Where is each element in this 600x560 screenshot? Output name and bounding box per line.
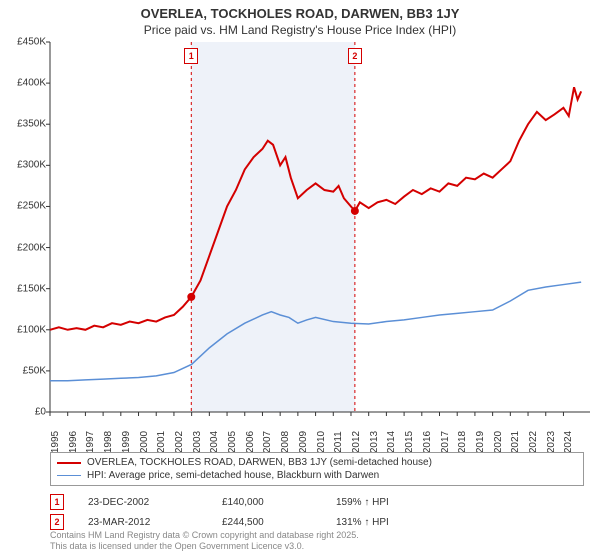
x-tick-label: 2023: [546, 431, 557, 453]
x-tick-label: 2009: [298, 431, 309, 453]
x-tick-label: 2000: [139, 431, 150, 453]
legend-swatch: [57, 475, 81, 477]
plot-svg: [50, 42, 590, 412]
sale-row: 1 23-DEC-2002 £140,000 159% ↑ HPI: [50, 492, 584, 512]
sale-row: 2 23-MAR-2012 £244,500 131% ↑ HPI: [50, 512, 584, 532]
x-tick-label: 1995: [50, 431, 61, 453]
sale-marker: 2: [348, 48, 362, 64]
x-tick-label: 2011: [333, 431, 344, 453]
legend: OVERLEA, TOCKHOLES ROAD, DARWEN, BB3 1JY…: [50, 452, 584, 486]
x-tick-label: 2022: [528, 431, 539, 453]
legend-label: HPI: Average price, semi-detached house,…: [87, 470, 379, 481]
sale-price: £140,000: [222, 497, 312, 508]
y-tick-label: £200K: [17, 242, 46, 253]
x-tick-label: 2017: [440, 431, 451, 453]
y-tick-label: £0: [35, 407, 46, 418]
x-axis-labels: 1995 1996 1997 1998 1999 2000 2001 2002 2003 2004…: [50, 414, 590, 454]
x-tick-label: 2005: [227, 431, 238, 453]
x-tick-label: 2008: [280, 431, 291, 453]
legend-row: OVERLEA, TOCKHOLES ROAD, DARWEN, BB3 1JY…: [57, 456, 577, 469]
footnote: Contains HM Land Registry data © Crown c…: [50, 530, 359, 553]
x-tick-label: 2019: [475, 431, 486, 453]
y-tick-label: £150K: [17, 283, 46, 294]
y-tick-label: £250K: [17, 201, 46, 212]
plot-area: 12: [50, 42, 590, 412]
sale-vs-hpi: 159% ↑ HPI: [336, 497, 389, 508]
sale-vs-hpi: 131% ↑ HPI: [336, 517, 389, 528]
chart-container: OVERLEA, TOCKHOLES ROAD, DARWEN, BB3 1JY…: [0, 0, 600, 560]
x-tick-label: 2006: [245, 431, 256, 453]
x-tick-label: 2003: [192, 431, 203, 453]
sale-index-box: 1: [50, 494, 64, 510]
y-tick-label: £100K: [17, 324, 46, 335]
sale-marker: 1: [184, 48, 198, 64]
sale-index-box: 2: [50, 514, 64, 530]
x-tick-label: 2002: [174, 431, 185, 453]
chart-title: OVERLEA, TOCKHOLES ROAD, DARWEN, BB3 1JY: [0, 0, 600, 21]
y-tick-label: £450K: [17, 37, 46, 48]
x-tick-label: 1997: [85, 431, 96, 453]
x-tick-label: 1999: [121, 431, 132, 453]
sales-table: 1 23-DEC-2002 £140,000 159% ↑ HPI 2 23-MAR-20…: [50, 492, 584, 532]
x-tick-label: 2007: [262, 431, 273, 453]
y-tick-label: £350K: [17, 119, 46, 130]
x-tick-label: 2014: [386, 431, 397, 453]
x-tick-label: 2001: [156, 431, 167, 453]
x-tick-label: 2018: [457, 431, 468, 453]
y-tick-label: £50K: [23, 365, 46, 376]
x-tick-label: 2013: [369, 431, 380, 453]
legend-row: HPI: Average price, semi-detached house,…: [57, 469, 577, 482]
x-tick-label: 2004: [209, 431, 220, 453]
chart-subtitle: Price paid vs. HM Land Registry's House …: [0, 21, 600, 41]
x-tick-label: 2010: [316, 431, 327, 453]
x-tick-label: 2021: [510, 431, 521, 453]
sale-date: 23-DEC-2002: [88, 497, 198, 508]
legend-label: OVERLEA, TOCKHOLES ROAD, DARWEN, BB3 1JY…: [87, 457, 432, 468]
y-tick-label: £300K: [17, 160, 46, 171]
y-tick-label: £400K: [17, 78, 46, 89]
x-tick-label: 1998: [103, 431, 114, 453]
y-axis-labels: £0£50K£100K£150K£200K£250K£300K£350K£400…: [0, 42, 48, 412]
footnote-line2: This data is licensed under the Open Gov…: [50, 541, 359, 552]
x-tick-label: 2020: [493, 431, 504, 453]
legend-swatch: [57, 462, 81, 464]
x-tick-label: 2016: [422, 431, 433, 453]
x-tick-label: 2024: [563, 431, 574, 453]
x-tick-label: 2015: [404, 431, 415, 453]
sale-price: £244,500: [222, 517, 312, 528]
footnote-line1: Contains HM Land Registry data © Crown c…: [50, 530, 359, 541]
sale-date: 23-MAR-2012: [88, 517, 198, 528]
x-tick-label: 2012: [351, 431, 362, 453]
x-tick-label: 1996: [68, 431, 79, 453]
